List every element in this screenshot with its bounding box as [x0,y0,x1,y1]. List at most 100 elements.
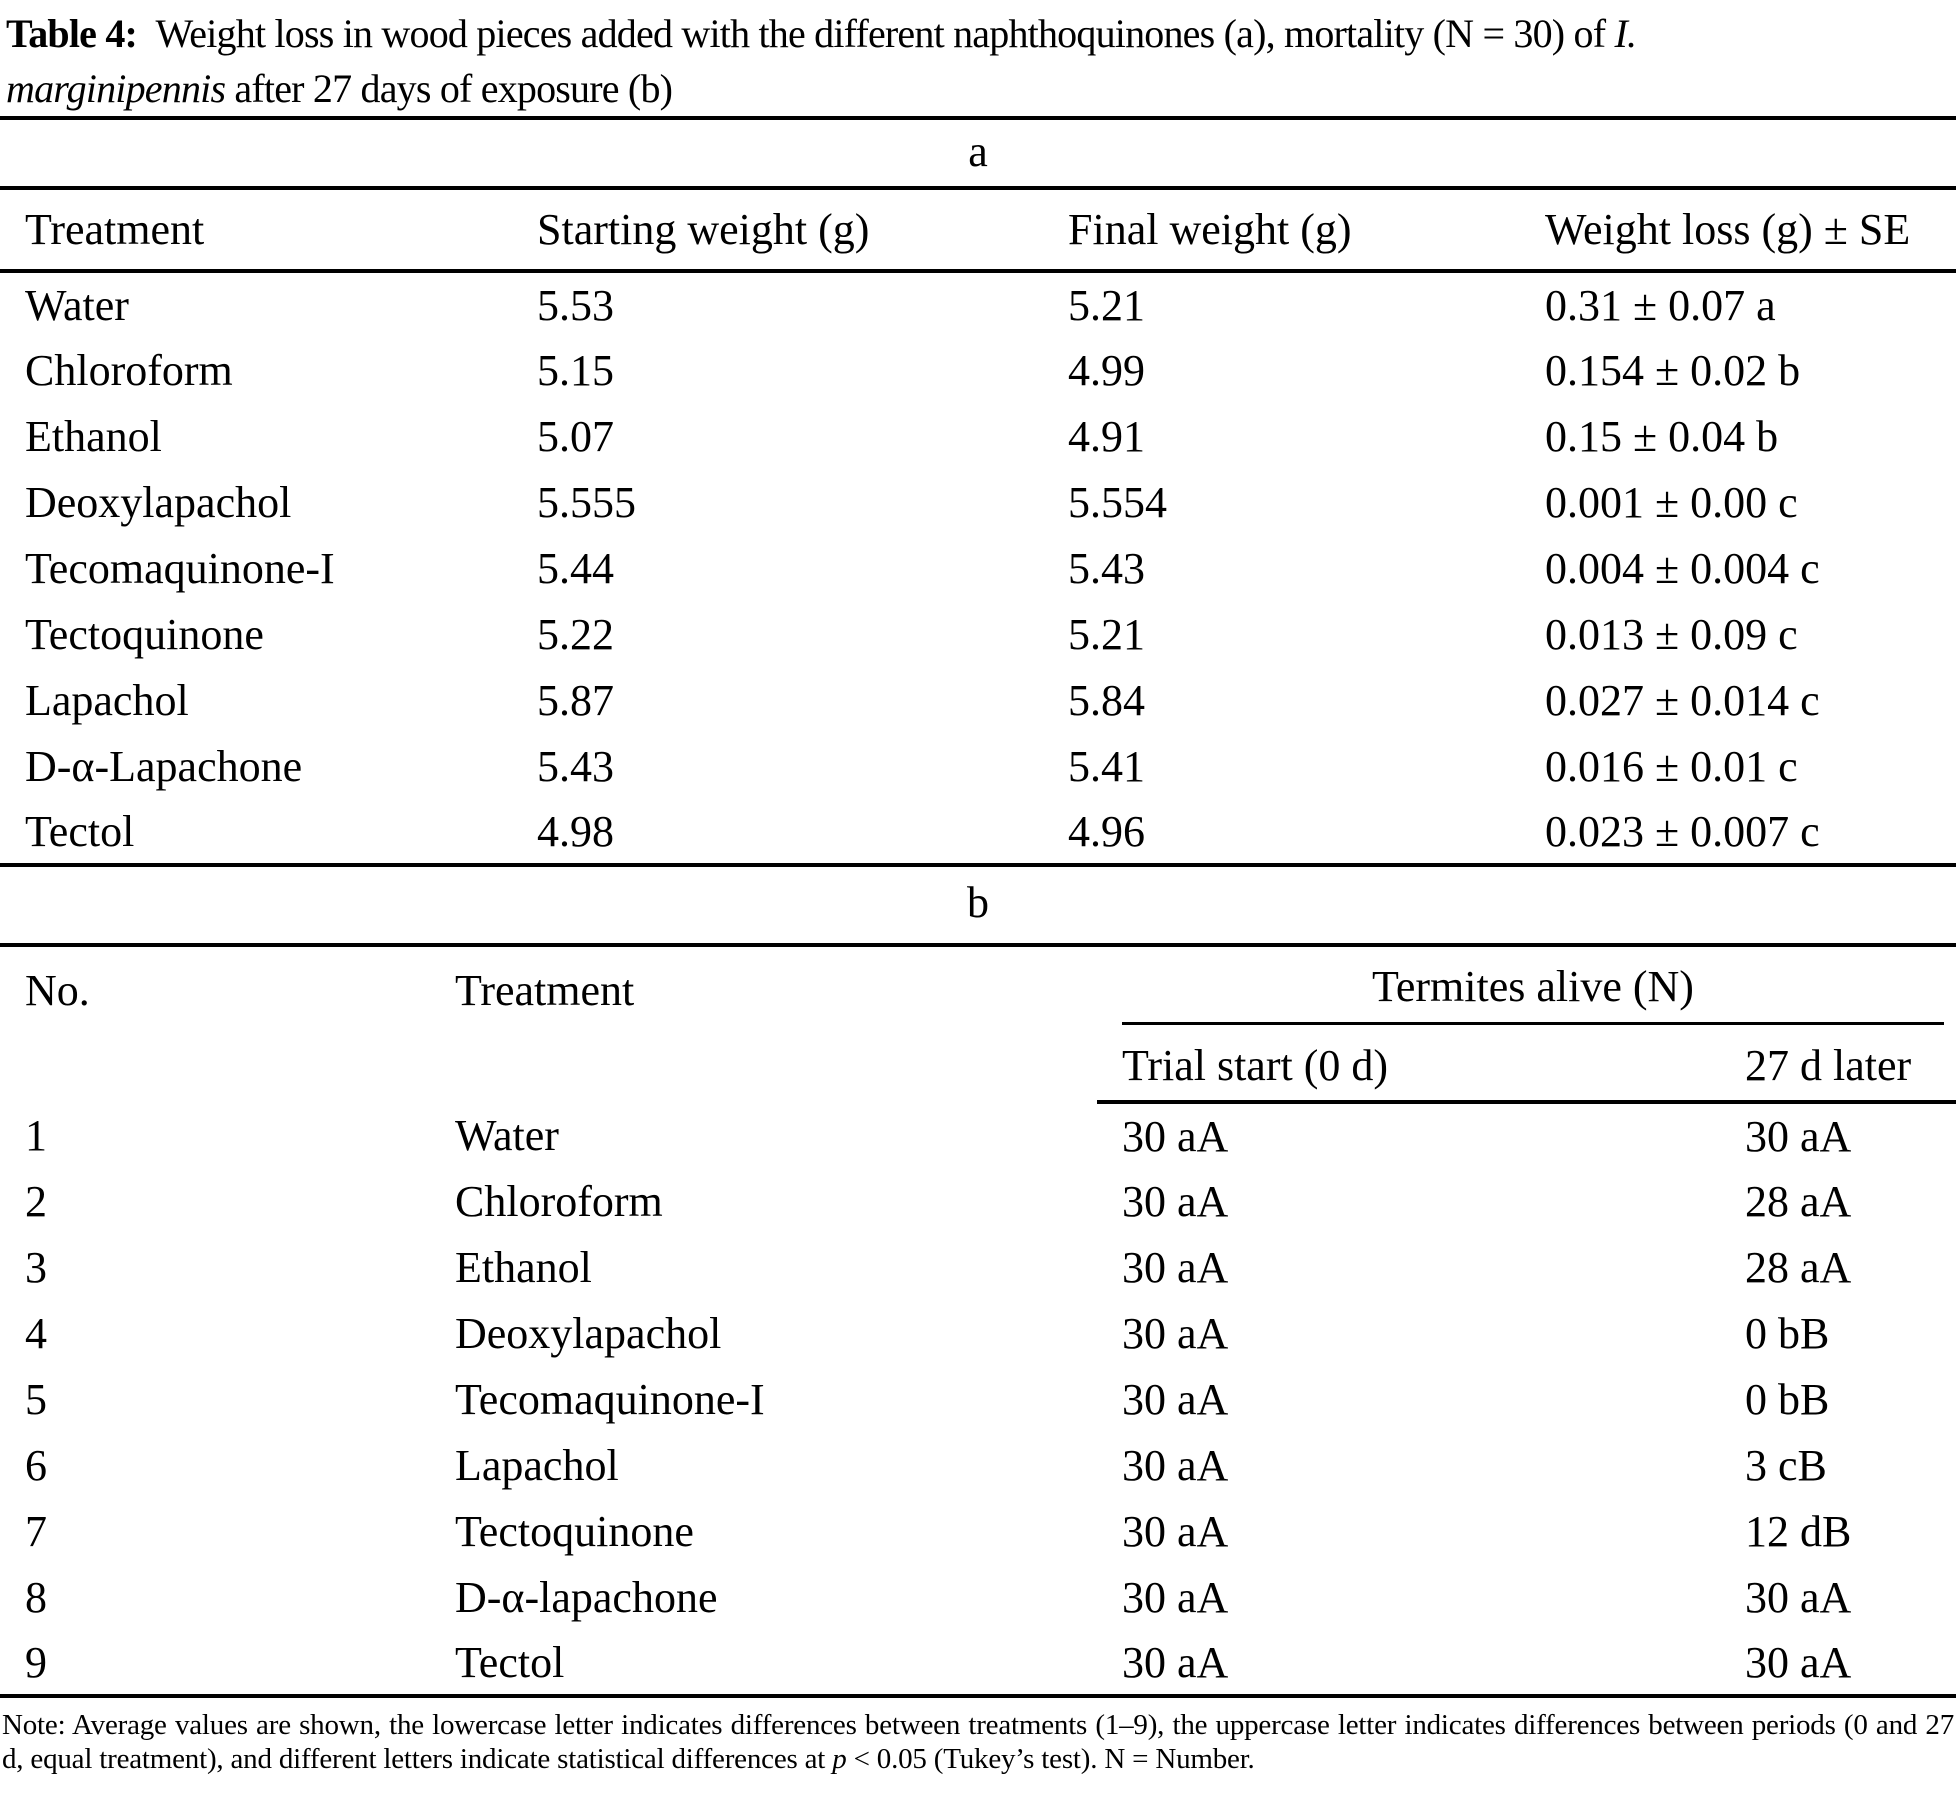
cell-treatment: Tecomaquinone-I [455,1374,765,1424]
cell-treatment: Lapachol [25,675,189,725]
cell-treatment: Tectoquinone [455,1506,694,1556]
cell-starting-weight: 5.43 [537,741,614,791]
table-row: D-α-Lapachone 5.43 5.41 0.016 ± 0.01 c [0,733,1956,799]
column-header-no: No. [25,966,90,1015]
table-row: 2 Chloroform 30 aA 28 aA [0,1168,1956,1234]
cell-weight-loss: 0.001 ± 0.00 c [1545,477,1798,527]
cell-27d-later: 3 cB [1745,1440,1827,1490]
cell-27d-later: 30 aA [1745,1637,1852,1687]
cell-treatment: Deoxylapachol [25,477,292,527]
footnote-text-1: Note: Average values are shown, the lowe… [2,1709,1954,1775]
table-row: 3 Ethanol 30 aA 28 aA [0,1234,1956,1300]
cell-trial-start: 30 aA [1122,1242,1229,1292]
cell-treatment: Deoxylapachol [455,1308,722,1358]
caption-species-part-2: marginipennis [6,66,226,111]
column-header-weight-loss: Weight loss (g) ± SE [1520,190,1956,273]
cell-weight-loss: 0.004 ± 0.004 c [1545,543,1820,593]
cell-final-weight: 5.21 [1068,280,1145,330]
column-header-27d-later: 27 d later [1720,1025,1956,1104]
cell-trial-start: 30 aA [1122,1637,1229,1687]
cell-no: 4 [25,1308,47,1358]
table-caption: Table 4: Weight loss in wood pieces adde… [0,0,1956,116]
cell-starting-weight: 5.22 [537,609,614,659]
cell-final-weight: 5.554 [1068,477,1167,527]
cell-27d-later: 30 aA [1745,1111,1852,1161]
cell-final-weight: 4.99 [1068,345,1145,395]
cell-no: 1 [25,1110,47,1160]
cell-no: 7 [25,1506,47,1556]
cell-no: 3 [25,1242,47,1292]
column-header-treatment: Treatment [455,966,635,1015]
table-row: Deoxylapachol 5.555 5.554 0.001 ± 0.00 c [0,469,1956,535]
table-row: 5 Tecomaquinone-I 30 aA 0 bB [0,1366,1956,1432]
caption-table-number: Table 4: [6,11,138,56]
cell-trial-start: 30 aA [1122,1440,1229,1490]
subtable-a-header-row: Treatment Starting weight (g) Final weig… [0,190,1956,273]
column-header-final-weight: Final weight (g) [1043,190,1520,273]
subtable-b-subheader-row: Trial start (0 d) 27 d later [0,1025,1956,1104]
column-header-treatment: Treatment [0,190,512,273]
cell-final-weight: 4.91 [1068,411,1145,461]
cell-weight-loss: 0.016 ± 0.01 c [1545,741,1798,791]
cell-weight-loss: 0.027 ± 0.014 c [1545,675,1820,725]
cell-starting-weight: 4.98 [537,806,614,856]
cell-no: 6 [25,1440,47,1490]
subtable-a: Treatment Starting weight (g) Final weig… [0,190,1956,867]
cell-final-weight: 5.41 [1068,741,1145,791]
cell-starting-weight: 5.87 [537,675,614,725]
caption-text-2: after 27 days of exposure (b) [225,66,673,111]
cell-no: 9 [25,1637,47,1687]
subtable-b-header-row: No. Treatment Termites alive (N) [0,947,1956,1025]
table-row: Ethanol 5.07 4.91 0.15 ± 0.04 b [0,403,1956,469]
cell-27d-later: 12 dB [1745,1506,1852,1556]
subtable-a-label: a [0,116,1956,190]
cell-trial-start: 30 aA [1122,1506,1229,1556]
cell-treatment: Lapachol [455,1440,619,1490]
cell-treatment: D-α-lapachone [455,1572,718,1622]
cell-starting-weight: 5.53 [537,280,614,330]
cell-starting-weight: 5.555 [537,477,636,527]
cell-final-weight: 5.21 [1068,609,1145,659]
cell-no: 2 [25,1176,47,1226]
table-row: Chloroform 5.15 4.99 0.154 ± 0.02 b [0,337,1956,403]
column-header-starting-weight: Starting weight (g) [512,190,1043,273]
cell-trial-start: 30 aA [1122,1176,1229,1226]
cell-treatment: Tectol [455,1637,565,1687]
cell-weight-loss: 0.15 ± 0.04 b [1545,411,1779,461]
cell-final-weight: 4.96 [1068,806,1145,856]
cell-treatment: Water [455,1110,559,1160]
table-row: Tectoquinone 5.22 5.21 0.013 ± 0.09 c [0,601,1956,667]
cell-trial-start: 30 aA [1122,1111,1229,1161]
table-footnote: Note: Average values are shown, the lowe… [0,1698,1956,1776]
cell-treatment: D-α-Lapachone [25,741,303,791]
cell-starting-weight: 5.15 [537,345,614,395]
subtable-b-label: b [0,867,1956,947]
table-row: 4 Deoxylapachol 30 aA 0 bB [0,1300,1956,1366]
subtable-b: No. Treatment Termites alive (N) Trial s… [0,947,1956,1698]
table-row: Lapachol 5.87 5.84 0.027 ± 0.014 c [0,667,1956,733]
table-row: 9 Tectol 30 aA 30 aA [0,1630,1956,1696]
cell-weight-loss: 0.154 ± 0.02 b [1545,345,1801,395]
cell-weight-loss: 0.31 ± 0.07 a [1545,280,1776,330]
cell-trial-start: 30 aA [1122,1374,1229,1424]
caption-line-1: Table 4: Weight loss in wood pieces adde… [6,6,1948,61]
table-row: Water 5.53 5.21 0.31 ± 0.07 a [0,271,1956,337]
caption-species-part-1: I. [1614,11,1637,56]
cell-treatment: Chloroform [25,345,233,395]
cell-weight-loss: 0.013 ± 0.09 c [1545,609,1798,659]
column-group-label: Termites alive (N) [1122,947,1944,1025]
cell-27d-later: 30 aA [1745,1572,1852,1622]
cell-starting-weight: 5.07 [537,411,614,461]
cell-27d-later: 28 aA [1745,1176,1852,1226]
cell-treatment: Water [25,280,129,330]
cell-27d-later: 0 bB [1745,1374,1830,1424]
cell-weight-loss: 0.023 ± 0.007 c [1545,806,1820,856]
cell-trial-start: 30 aA [1122,1572,1229,1622]
table-row: 8 D-α-lapachone 30 aA 30 aA [0,1564,1956,1630]
cell-treatment: Tectol [25,806,135,856]
cell-treatment: Ethanol [455,1242,592,1292]
cell-final-weight: 5.43 [1068,543,1145,593]
footnote-text-2: < 0.05 (Tukey’s test). N = Number. [846,1743,1255,1775]
cell-27d-later: 28 aA [1745,1242,1852,1292]
